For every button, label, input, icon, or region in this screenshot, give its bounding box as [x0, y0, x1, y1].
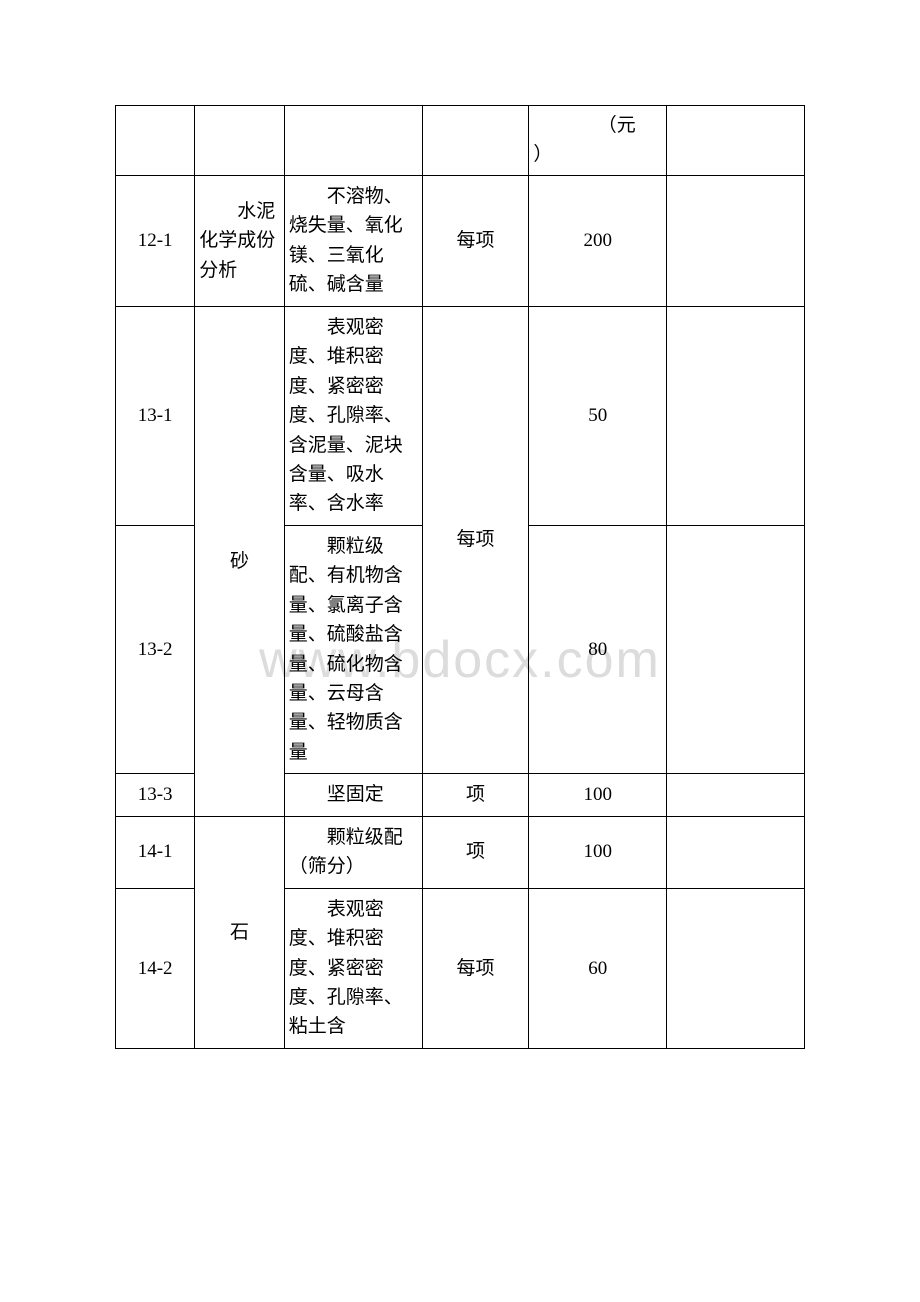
header-sn [116, 106, 195, 176]
pricing-table: （元） 12-1 水泥化学成份分析 不溶物、烧失量、氧化镁、三氧化硫、碱含量 每… [115, 105, 805, 1049]
cell-unit: 每项 [422, 888, 529, 1048]
table-row: 12-1 水泥化学成份分析 不溶物、烧失量、氧化镁、三氧化硫、碱含量 每项 20… [116, 176, 805, 307]
cell-note [667, 176, 805, 307]
cell-sn: 13-2 [116, 525, 195, 774]
table-row: 13-1 砂 表观密度、堆积密度、紧密密度、孔隙率、含泥量、泥块含量、吸水率、含… [116, 306, 805, 525]
cell-price: 100 [529, 816, 667, 888]
cell-price: 200 [529, 176, 667, 307]
cell-unit: 项 [422, 774, 529, 816]
cell-note [667, 525, 805, 774]
table-header-row: （元） [116, 106, 805, 176]
cell-item: 不溶物、烧失量、氧化镁、三氧化硫、碱含量 [284, 176, 422, 307]
cell-cat: 砂 [195, 306, 285, 816]
cell-unit: 每项 [422, 176, 529, 307]
cell-cat: 石 [195, 816, 285, 1048]
cell-cat: 水泥化学成份分析 [195, 176, 285, 307]
item-label: 颗粒级配、有机物含量、氯离子含量、硫酸盐含量、硫化物含量、云母含量、轻物质含量 [289, 532, 418, 768]
cell-unit: 每项 [422, 306, 529, 774]
item-label: 颗粒级配（筛分） [289, 823, 418, 882]
item-label: 坚固定 [289, 780, 418, 809]
cell-item: 颗粒级配、有机物含量、氯离子含量、硫酸盐含量、硫化物含量、云母含量、轻物质含量 [284, 525, 422, 774]
header-price: （元） [529, 106, 667, 176]
cell-price: 50 [529, 306, 667, 525]
table-row: 14-1 石 颗粒级配（筛分） 项 100 [116, 816, 805, 888]
cell-item: 颗粒级配（筛分） [284, 816, 422, 888]
cell-price: 80 [529, 525, 667, 774]
cell-note [667, 888, 805, 1048]
cell-note [667, 816, 805, 888]
cell-item: 表观密度、堆积密度、紧密密度、孔隙率、含泥量、泥块含量、吸水率、含水率 [284, 306, 422, 525]
cell-note [667, 306, 805, 525]
cat-label: 水泥化学成份分析 [199, 197, 280, 285]
cell-sn: 13-1 [116, 306, 195, 525]
cell-price: 60 [529, 888, 667, 1048]
cat-label: 石 [230, 922, 249, 943]
header-cat [195, 106, 285, 176]
cell-note [667, 774, 805, 816]
cell-item: 表观密度、堆积密度、紧密密度、孔隙率、粘土含 [284, 888, 422, 1048]
cell-sn: 14-1 [116, 816, 195, 888]
header-item [284, 106, 422, 176]
header-unit [422, 106, 529, 176]
document-page: （元） 12-1 水泥化学成份分析 不溶物、烧失量、氧化镁、三氧化硫、碱含量 每… [0, 0, 920, 1049]
item-label: 不溶物、烧失量、氧化镁、三氧化硫、碱含量 [289, 182, 418, 300]
cell-sn: 12-1 [116, 176, 195, 307]
header-note [667, 106, 805, 176]
cat-label: 砂 [230, 551, 249, 572]
item-label: 表观密度、堆积密度、紧密密度、孔隙率、含泥量、泥块含量、吸水率、含水率 [289, 313, 418, 519]
cell-sn: 14-2 [116, 888, 195, 1048]
cell-item: 坚固定 [284, 774, 422, 816]
cell-price: 100 [529, 774, 667, 816]
cell-sn: 13-3 [116, 774, 195, 816]
cell-unit: 项 [422, 816, 529, 888]
item-label: 表观密度、堆积密度、紧密密度、孔隙率、粘土含 [289, 895, 418, 1042]
